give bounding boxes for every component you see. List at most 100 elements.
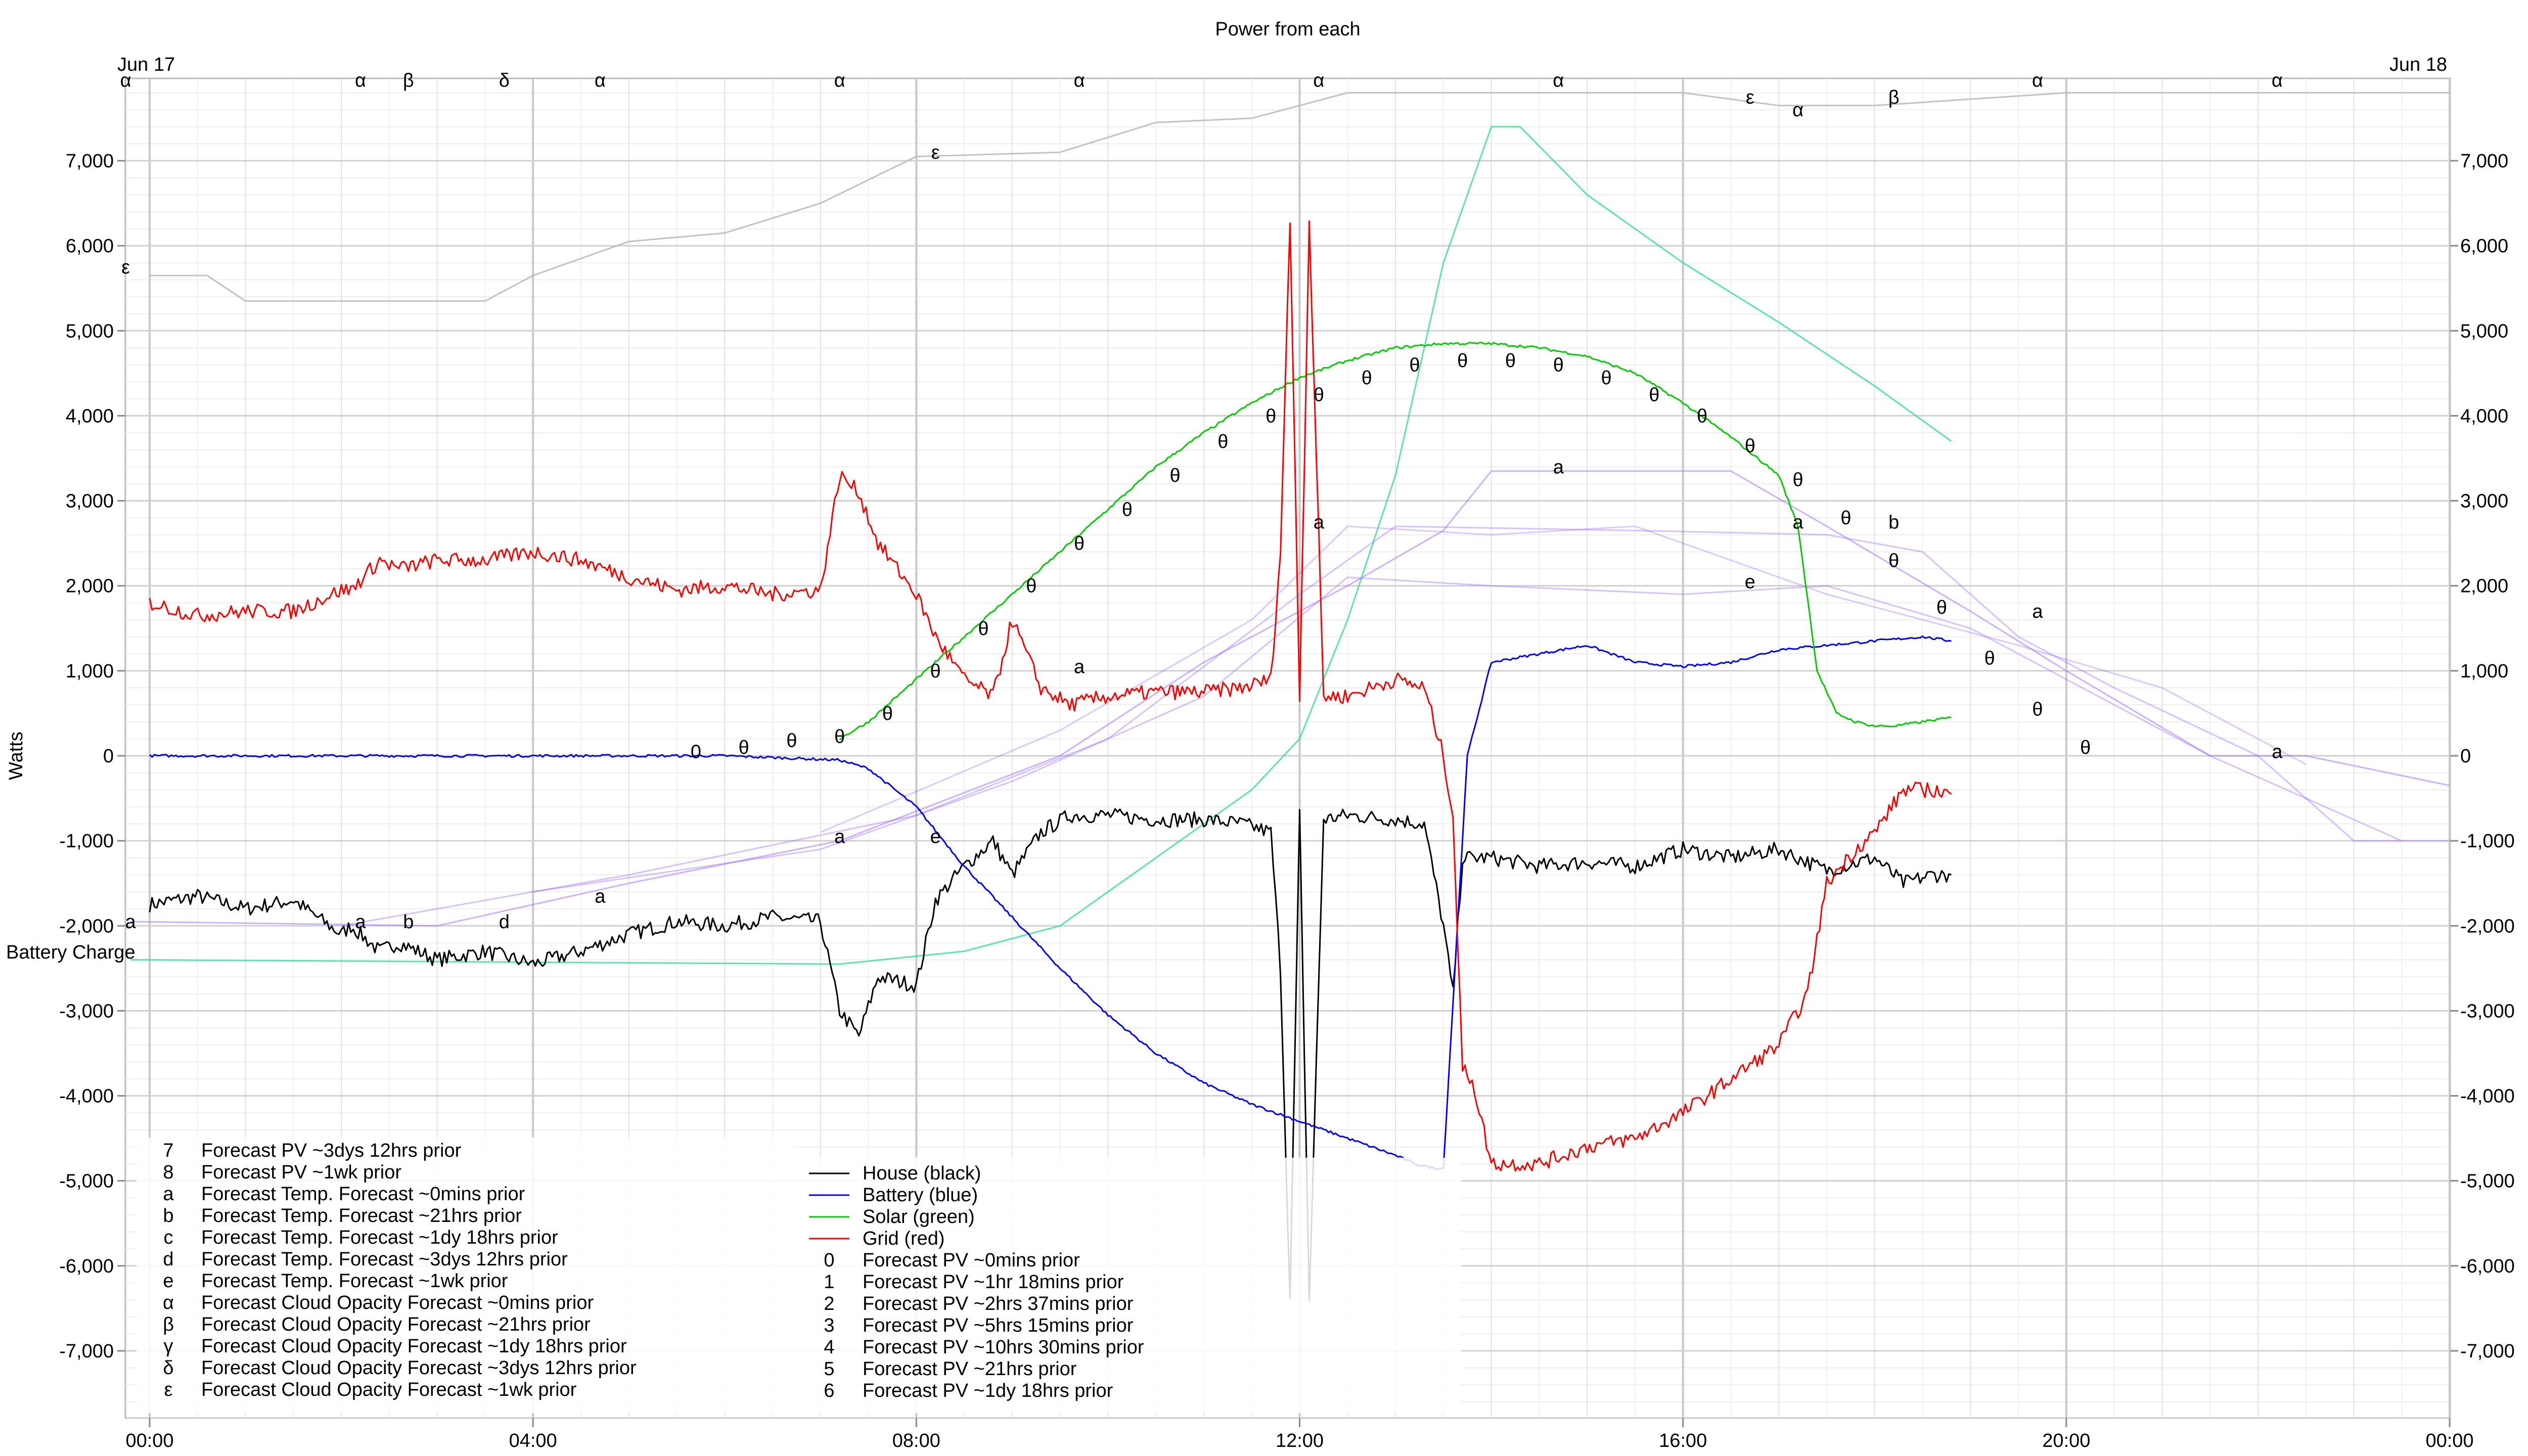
forecast-pv-marker: θ — [978, 618, 988, 640]
forecast-pv-marker: θ — [834, 726, 845, 747]
x-tick-label: 16:00 — [1659, 1430, 1707, 1451]
legend-label: Forecast Temp. Forecast ~3dys 12hrs prio… — [201, 1249, 568, 1270]
forecast-pv-marker: 0 — [691, 742, 701, 763]
forecast-temp-marker: b — [1888, 512, 1899, 533]
forecast-cloud-trace — [150, 92, 2450, 302]
y-tick-label-left: 4,000 — [66, 405, 114, 427]
legend-label: Forecast PV ~2hrs 37mins prior — [863, 1293, 1134, 1314]
legend-label: Forecast PV ~1wk prior — [201, 1162, 401, 1183]
forecast-pv-marker: θ — [1793, 470, 1803, 491]
y-tick-label-right: 3,000 — [2460, 491, 2508, 512]
legend-layer: 7 Forecast PV ~3dys 12hrs prior 8 Forecast … — [137, 1138, 1461, 1413]
legend-symbol: b — [163, 1205, 173, 1226]
forecast-cloud-marker: α — [1792, 100, 1803, 121]
y-tick-label-right: -7,000 — [2460, 1341, 2515, 1362]
y-tick-label-left: 1,000 — [66, 661, 114, 682]
forecast-cloud-marker: β — [1888, 87, 1900, 108]
y-axis-label-left: Watts — [6, 732, 27, 780]
forecast-temp-trace — [130, 470, 2450, 927]
y-tick-label-right: 4,000 — [2460, 405, 2508, 427]
legend-label: Solar (green) — [863, 1206, 975, 1227]
date-label-start: Jun 17 — [117, 54, 175, 75]
legend-symbol: γ — [164, 1336, 173, 1357]
forecast-cloud-marker: α — [355, 70, 366, 91]
forecast-pv-marker: θ — [1266, 405, 1276, 427]
legend-right-box — [794, 1158, 1461, 1413]
y-tick-label-right: 7,000 — [2460, 151, 2508, 172]
forecast-pv-marker: θ — [1840, 508, 1851, 529]
forecast-temp-marker: a — [1074, 656, 1085, 677]
legend-label: Forecast PV ~1dy 18hrs prior — [863, 1380, 1113, 1401]
forecast-temp-marker: e — [1745, 571, 1755, 593]
forecast-cloud-marker: δ — [499, 70, 510, 91]
forecast-temp-marker: a — [1793, 512, 1804, 533]
forecast-cloud-marker: α — [120, 70, 131, 91]
legend-label: Forecast Cloud Opacity Forecast ~0mins p… — [201, 1292, 594, 1313]
forecast-pv-marker: θ — [2032, 699, 2043, 720]
forecast-cloud-marker: ε — [1746, 87, 1754, 108]
y-tick-label-left: 7,000 — [66, 151, 114, 172]
forecast-temp-marker: d — [499, 912, 510, 933]
legend-label: Forecast Temp. Forecast ~21hrs prior — [201, 1205, 522, 1226]
forecast-pv-marker: θ — [1936, 597, 1947, 618]
x-tick-label: 04:00 — [509, 1430, 557, 1451]
chart-title: Power from each — [1215, 19, 1360, 40]
forecast-temp-marker: a — [355, 912, 366, 933]
forecast-pv-marker: θ — [1457, 350, 1468, 372]
forecast-temp-marker: b — [403, 912, 414, 933]
forecast-temp-marker: a — [1314, 512, 1325, 533]
forecast-cloud-marker: α — [1074, 70, 1085, 91]
x-tick-label: 20:00 — [2042, 1430, 2090, 1451]
y-tick-label-right: -2,000 — [2460, 916, 2515, 937]
forecast-pv-marker: θ — [786, 731, 797, 752]
y-tick-label-left: 6,000 — [66, 236, 114, 257]
legend-label: Forecast PV ~5hrs 15mins prior — [863, 1315, 1134, 1336]
legend-label: Forecast PV ~1hr 18mins prior — [863, 1271, 1124, 1293]
forecast-pv-marker: θ — [1074, 533, 1085, 555]
legend-symbol: 0 — [824, 1250, 834, 1271]
y-tick-label-right: -1,000 — [2460, 831, 2515, 852]
legend-label: Forecast Cloud Opacity Forecast ~1dy 18h… — [201, 1336, 627, 1357]
legend-symbol: 3 — [824, 1315, 834, 1336]
y-tick-label-left: -3,000 — [59, 1000, 114, 1022]
forecast-temp-marker: a — [2032, 601, 2043, 622]
solar-series — [839, 342, 1952, 741]
y-tick-label-right: -5,000 — [2460, 1171, 2515, 1192]
y-tick-label-left: -1,000 — [59, 831, 114, 852]
forecast-temp-trace — [820, 525, 2307, 833]
legend-label: Forecast Cloud Opacity Forecast ~21hrs p… — [201, 1314, 591, 1335]
date-label-end: Jun 18 — [2389, 54, 2447, 75]
forecast-pv-marker: θ — [1314, 384, 1324, 405]
x-tick-label: 00:00 — [2425, 1430, 2473, 1451]
x-tick-label: 08:00 — [892, 1430, 940, 1451]
forecast-pv-marker: θ — [1409, 355, 1420, 376]
y-tick-label-left: -2,000 — [59, 916, 114, 937]
forecast-pv-marker: θ — [1170, 465, 1181, 486]
forecast-pv-marker: θ — [1745, 435, 1755, 457]
y-tick-label-right: -4,000 — [2460, 1086, 2515, 1107]
forecast-pv-marker: θ — [1362, 368, 1372, 389]
y-tick-label-left: 2,000 — [66, 576, 114, 597]
legend-left-box — [137, 1138, 794, 1413]
forecast-pv-marker: θ — [1217, 431, 1228, 452]
legend-symbol: d — [163, 1249, 173, 1270]
forecast-pv-marker: θ — [2080, 737, 2091, 758]
y-tick-label-left: 3,000 — [66, 491, 114, 512]
forecast-layer — [130, 92, 2450, 965]
legend-label: Forecast Cloud Opacity Forecast ~3dys 12… — [201, 1357, 637, 1379]
house-series — [149, 808, 1952, 1301]
forecast-temp-marker: a — [2272, 742, 2283, 763]
legend-symbol: c — [164, 1227, 173, 1248]
legend-symbol: 2 — [824, 1293, 834, 1314]
forecast-temp-marker: a — [125, 912, 137, 933]
grid-series — [149, 220, 1952, 1172]
forecast-pv-marker: θ — [739, 737, 749, 758]
legend-symbol: α — [163, 1292, 174, 1313]
forecast-temp-marker: a — [595, 886, 606, 907]
forecast-pv-marker: θ — [1697, 405, 1707, 427]
legend-label: Battery (blue) — [863, 1185, 978, 1206]
legend-symbol: δ — [163, 1357, 173, 1379]
forecast-temp-trace — [341, 525, 2450, 927]
